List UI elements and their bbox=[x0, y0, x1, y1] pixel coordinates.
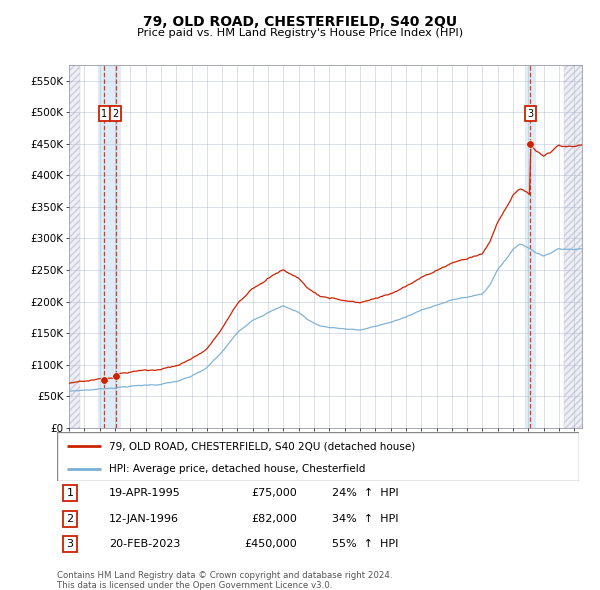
Text: Price paid vs. HM Land Registry's House Price Index (HPI): Price paid vs. HM Land Registry's House … bbox=[137, 28, 463, 38]
Bar bbox=[69, 65, 80, 428]
Text: 3: 3 bbox=[67, 539, 74, 549]
Text: 1: 1 bbox=[67, 489, 74, 499]
Text: 1: 1 bbox=[101, 109, 107, 119]
Text: 20-FEB-2023: 20-FEB-2023 bbox=[109, 539, 181, 549]
Text: 3: 3 bbox=[527, 109, 533, 119]
Text: £450,000: £450,000 bbox=[244, 539, 297, 549]
Bar bbox=[563, 65, 587, 428]
Text: 19-APR-1995: 19-APR-1995 bbox=[109, 489, 181, 499]
Text: 2: 2 bbox=[67, 514, 74, 524]
Text: 34%  ↑  HPI: 34% ↑ HPI bbox=[318, 514, 398, 524]
Bar bbox=[110, 65, 121, 428]
Text: 79, OLD ROAD, CHESTERFIELD, S40 2QU: 79, OLD ROAD, CHESTERFIELD, S40 2QU bbox=[143, 15, 457, 29]
Text: This data is licensed under the Open Government Licence v3.0.: This data is licensed under the Open Gov… bbox=[57, 581, 332, 589]
Text: 24%  ↑  HPI: 24% ↑ HPI bbox=[318, 489, 398, 499]
Text: £82,000: £82,000 bbox=[251, 514, 297, 524]
Text: 12-JAN-1996: 12-JAN-1996 bbox=[109, 514, 179, 524]
Text: 55%  ↑  HPI: 55% ↑ HPI bbox=[318, 539, 398, 549]
Text: Contains HM Land Registry data © Crown copyright and database right 2024.: Contains HM Land Registry data © Crown c… bbox=[57, 571, 392, 579]
Text: £75,000: £75,000 bbox=[251, 489, 297, 499]
Text: 2: 2 bbox=[112, 109, 119, 119]
Bar bbox=[524, 65, 536, 428]
Text: HPI: Average price, detached house, Chesterfield: HPI: Average price, detached house, Ches… bbox=[109, 464, 365, 474]
Text: 79, OLD ROAD, CHESTERFIELD, S40 2QU (detached house): 79, OLD ROAD, CHESTERFIELD, S40 2QU (det… bbox=[109, 441, 415, 451]
Bar bbox=[98, 65, 110, 428]
